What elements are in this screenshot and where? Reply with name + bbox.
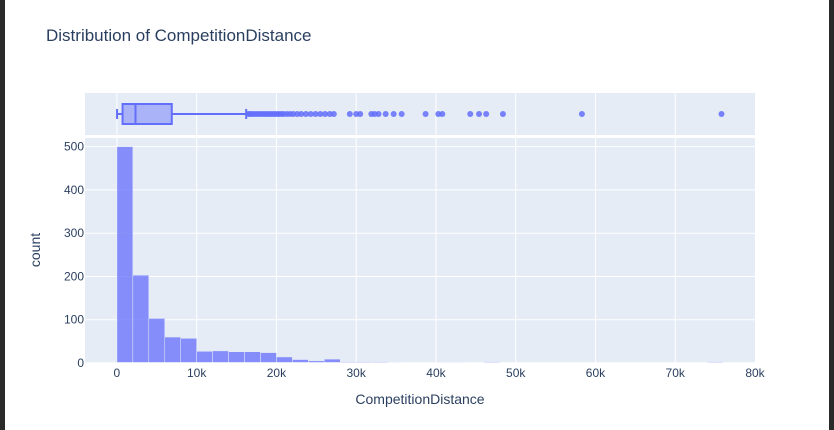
box-outlier-point [382,111,389,117]
histogram-bar [132,274,150,364]
y-tick-label: 100 [64,313,84,327]
y-tick-label: 200 [64,269,84,283]
histogram-bar [260,352,277,364]
x-tick-label: 30k [347,366,367,380]
histogram-bar [228,351,245,364]
histogram-bar [244,351,261,364]
box-outlier-point [483,111,490,117]
box-outlier-point [499,111,506,117]
box-outlier-point [398,111,405,117]
box-outlier-point [467,111,474,117]
box-outlier-point [317,111,324,117]
box-outlier-point [330,111,337,117]
histogram-background [85,138,755,363]
chart-title: Distribution of CompetitionDistance [46,26,312,45]
y-tick-label: 500 [64,140,84,154]
x-tick-label: 40k [426,366,446,380]
histogram-bar [116,146,134,364]
box-outlier-point [375,111,382,117]
chart-canvas: Distribution of CompetitionDistance coun… [5,0,829,430]
box-outlier-point [476,111,483,117]
x-tick-label: 10k [187,366,207,380]
box-outlier-point [298,111,305,117]
box-outlier-point [578,111,585,117]
box-outlier-point [346,111,353,117]
x-tick-label: 60k [586,366,606,380]
histogram-bar [212,350,229,364]
box-outlier-point [322,111,329,117]
box-outlier-point [718,111,725,117]
y-tick-label: 400 [64,183,84,197]
box-outlier-point [439,111,446,117]
y-tick-label: 0 [77,356,84,370]
chart-plot: 0 10k 20k 30k 40k 50k 60k 70k 80k 0 100 200 300 400 50… [64,93,766,380]
box-outlier-point [390,111,397,117]
x-tick-label: 50k [506,366,526,380]
box-outlier-point [422,111,429,117]
histogram-bar [180,338,197,364]
box-outlier-point [307,111,314,117]
x-axis-label: CompetitionDistance [355,391,485,407]
box-body [121,103,173,125]
y-tick-label: 300 [64,226,84,240]
x-tick-label: 70k [666,366,686,380]
box-outlier-point [302,111,309,117]
histogram-bar [148,318,166,364]
x-tick-label: 0 [114,366,121,380]
box-outlier-point [357,111,364,117]
histogram-bar [276,356,293,364]
x-tick-label: 20k [267,366,287,380]
box-outlier-point [312,111,319,117]
x-tick-label: 80k [745,366,765,380]
histogram-bar [164,336,181,364]
histogram-bar [196,351,213,364]
